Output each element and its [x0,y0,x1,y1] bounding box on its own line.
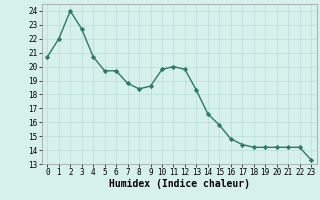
X-axis label: Humidex (Indice chaleur): Humidex (Indice chaleur) [109,179,250,189]
